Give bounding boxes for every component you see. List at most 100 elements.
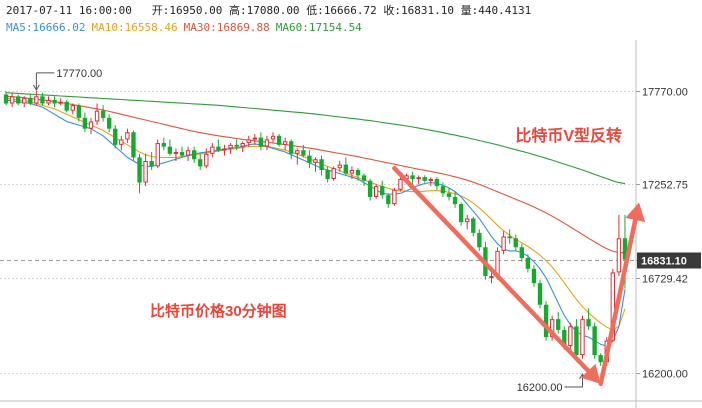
candle xyxy=(373,184,379,199)
candle-body xyxy=(70,105,75,111)
candle xyxy=(416,175,421,185)
ma5-readout: MA5:16666.02 xyxy=(6,21,86,34)
candle-body xyxy=(519,247,524,259)
candle xyxy=(465,214,470,230)
candle xyxy=(222,144,227,156)
candle-body xyxy=(465,218,470,223)
candle xyxy=(301,144,306,158)
candle xyxy=(598,353,603,366)
candle-body xyxy=(301,150,306,156)
min-marker-label: 16200.00 xyxy=(517,382,563,394)
candle xyxy=(422,175,427,183)
candle-body xyxy=(282,141,288,145)
candle-body xyxy=(295,150,300,154)
candle-body xyxy=(191,150,197,160)
candle-body xyxy=(434,178,440,187)
candle-body xyxy=(616,238,622,273)
candle-body xyxy=(125,132,130,140)
candle-body xyxy=(143,161,148,183)
candle-body xyxy=(137,157,142,183)
candle xyxy=(386,193,391,208)
candle-body xyxy=(349,169,355,174)
candle xyxy=(537,279,543,309)
candle xyxy=(458,202,464,226)
candle xyxy=(367,178,373,201)
low-value: 16666.72 xyxy=(323,4,377,17)
candle-body xyxy=(88,121,94,129)
candle-body xyxy=(149,161,154,167)
candle-body xyxy=(507,236,512,239)
candle-body xyxy=(392,189,397,205)
candle-body xyxy=(258,137,264,147)
candle xyxy=(586,308,591,330)
candle-body xyxy=(416,177,421,180)
candle xyxy=(143,153,148,187)
candle xyxy=(434,177,440,190)
candle xyxy=(198,153,203,170)
candle-body xyxy=(210,146,215,154)
candle-body xyxy=(531,268,537,284)
candle-body xyxy=(440,186,446,194)
candle xyxy=(428,177,433,187)
axis-tick-label: 16200.00 xyxy=(642,369,688,381)
candle xyxy=(137,153,142,194)
candle-body xyxy=(562,329,567,347)
last-price-box xyxy=(637,252,701,269)
candle-body xyxy=(34,96,39,104)
down-arrow-shaft xyxy=(392,165,591,374)
ma-readout: MA5:16666.02 MA10:16558.46 MA30:16869.88 MA… xyxy=(6,21,368,35)
candle xyxy=(343,157,349,176)
candle-body xyxy=(15,96,21,104)
candle-body xyxy=(94,110,100,122)
candle-body xyxy=(40,96,45,104)
high-label: 高: xyxy=(228,4,247,17)
candle-body xyxy=(373,186,379,197)
candle xyxy=(568,322,573,350)
candle xyxy=(556,311,561,334)
ma60-readout: MA60:17154.54 xyxy=(275,21,362,34)
candle xyxy=(161,137,166,151)
max-marker-arrow xyxy=(32,84,40,91)
candle-body xyxy=(119,139,124,145)
candle-body xyxy=(204,153,209,167)
datetime: 2017-07-11 16:00:00 xyxy=(6,4,132,17)
candle-body xyxy=(574,326,579,356)
candle-body xyxy=(64,101,69,111)
candle-body xyxy=(592,326,597,356)
candle xyxy=(337,161,342,172)
candle-body xyxy=(167,146,173,154)
candle-body xyxy=(580,319,585,356)
candle-body xyxy=(410,175,415,179)
candle-body xyxy=(222,148,227,151)
candle-body xyxy=(367,180,373,197)
candle xyxy=(477,229,482,251)
candle-body xyxy=(428,178,433,181)
candle-body xyxy=(240,143,245,147)
candle xyxy=(252,134,258,145)
candle xyxy=(507,229,512,244)
candle-body xyxy=(185,150,191,156)
axis-tick-label: 17252.75 xyxy=(642,180,688,192)
candle xyxy=(167,139,173,156)
candle xyxy=(82,112,88,133)
candle xyxy=(179,146,185,158)
candle-body xyxy=(543,304,549,338)
candle xyxy=(34,90,39,106)
candle xyxy=(234,139,239,151)
candle xyxy=(580,315,585,359)
axis-tick-label: 17770.00 xyxy=(642,87,688,99)
candle xyxy=(9,92,15,108)
candle xyxy=(270,132,276,144)
candle xyxy=(410,171,415,185)
candle-body xyxy=(313,159,318,163)
candle-body xyxy=(343,164,349,174)
candle-body xyxy=(9,96,15,104)
v-reversal-annotation: 比特币V型反转 xyxy=(515,126,622,145)
candle xyxy=(52,96,57,108)
price-axis: 17770.00 17252.75 16831.10 16729.42 16200.00 xyxy=(0,40,702,408)
grid-lines xyxy=(0,91,636,374)
candle xyxy=(210,143,215,158)
candle-body xyxy=(246,139,251,144)
candle xyxy=(15,94,21,106)
candle-body xyxy=(46,99,51,104)
